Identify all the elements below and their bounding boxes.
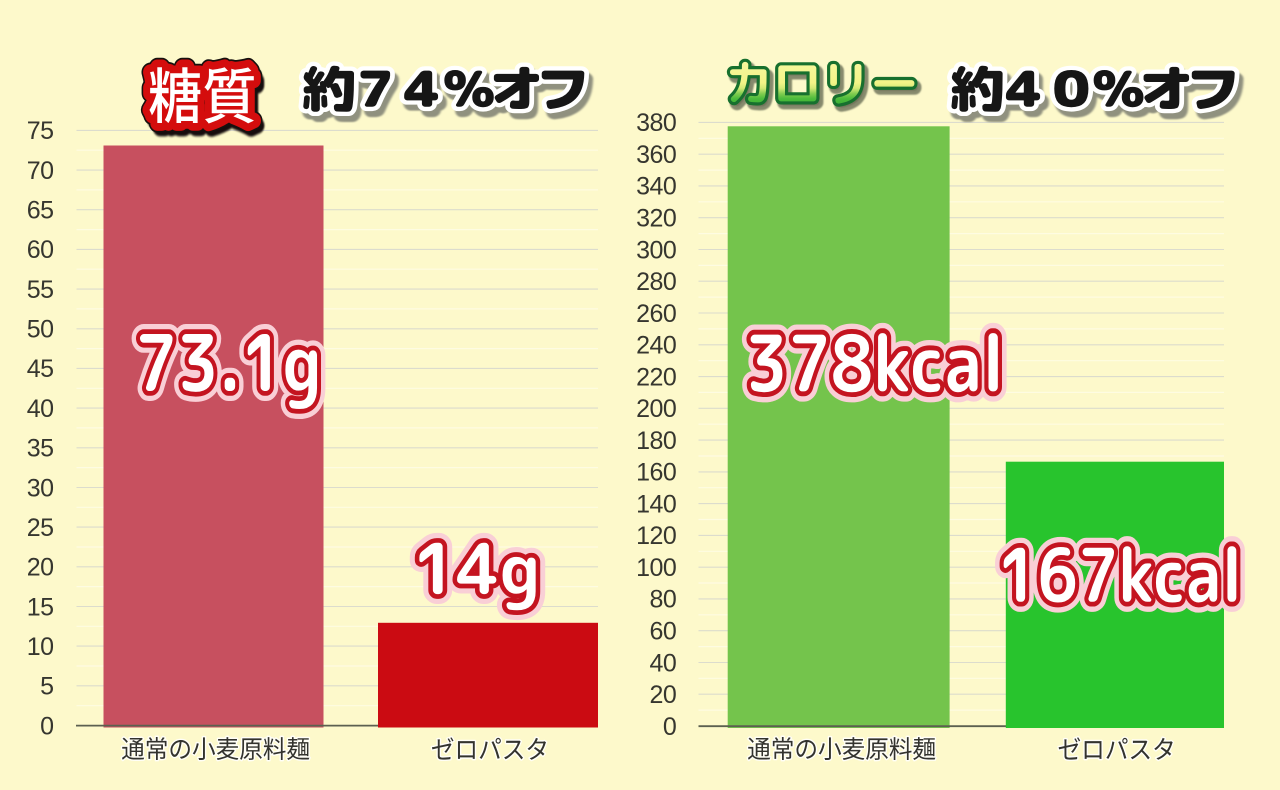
svg-text:100: 100 xyxy=(636,554,676,582)
svg-text:60: 60 xyxy=(27,236,54,264)
svg-text:260: 260 xyxy=(636,300,676,328)
svg-text:320: 320 xyxy=(636,205,676,233)
svg-text:55: 55 xyxy=(27,276,54,304)
svg-text:70: 70 xyxy=(27,157,54,185)
svg-text:380: 380 xyxy=(636,109,676,137)
svg-text:35: 35 xyxy=(27,435,54,463)
svg-text:65: 65 xyxy=(27,197,54,225)
svg-text:25: 25 xyxy=(27,514,54,542)
svg-text:360: 360 xyxy=(636,141,676,169)
svg-text:20: 20 xyxy=(649,681,676,709)
svg-text:340: 340 xyxy=(636,173,676,201)
svg-text:15: 15 xyxy=(27,593,54,621)
svg-text:280: 280 xyxy=(636,268,676,296)
svg-text:45: 45 xyxy=(27,355,54,383)
svg-text:5: 5 xyxy=(40,673,53,701)
svg-text:10: 10 xyxy=(27,633,54,661)
svg-text:180: 180 xyxy=(636,427,676,455)
svg-text:240: 240 xyxy=(636,332,676,360)
svg-text:0: 0 xyxy=(40,712,53,740)
svg-text:40: 40 xyxy=(649,649,676,677)
svg-text:50: 50 xyxy=(27,316,54,344)
svg-text:140: 140 xyxy=(636,490,676,518)
svg-text:30: 30 xyxy=(27,474,54,502)
svg-text:220: 220 xyxy=(636,363,676,391)
svg-text:0: 0 xyxy=(663,713,676,741)
svg-text:160: 160 xyxy=(636,459,676,487)
svg-text:20: 20 xyxy=(27,554,54,582)
svg-text:300: 300 xyxy=(636,236,676,264)
svg-text:80: 80 xyxy=(649,586,676,614)
svg-text:60: 60 xyxy=(649,618,676,646)
svg-text:200: 200 xyxy=(636,395,676,423)
svg-text:40: 40 xyxy=(27,395,54,423)
svg-text:75: 75 xyxy=(27,117,54,145)
svg-text:120: 120 xyxy=(636,522,676,550)
